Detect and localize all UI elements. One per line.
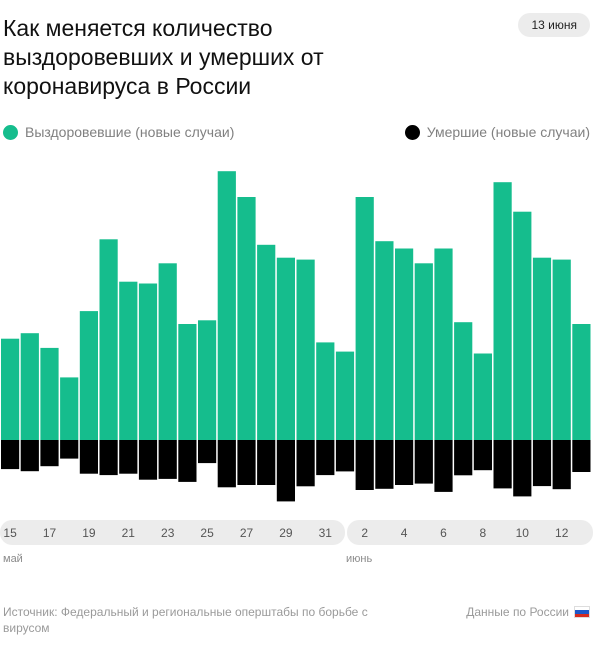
month-label-june: июнь	[346, 553, 372, 565]
x-tick-label: 8	[480, 526, 487, 540]
recovered-bar	[60, 377, 79, 440]
recovered-bar	[99, 239, 118, 440]
deaths-bar	[1, 440, 20, 470]
deaths-bar	[395, 440, 414, 485]
recovered-bar	[276, 257, 295, 440]
recovered-bar	[434, 248, 453, 440]
x-tick-label: 23	[161, 526, 175, 540]
deaths-bar	[572, 440, 591, 472]
recovered-bar	[493, 182, 512, 440]
recovered-bar	[335, 351, 355, 440]
deaths-bar	[158, 440, 177, 479]
x-tick-label: 31	[319, 526, 333, 540]
deaths-bar	[217, 440, 236, 488]
date-badge: 13 июня	[518, 13, 590, 37]
recovered-dot-icon	[3, 124, 18, 140]
deaths-bar	[40, 440, 59, 467]
recovered-bar	[257, 244, 276, 440]
deaths-bar	[434, 440, 453, 492]
x-tick-label: 12	[555, 526, 569, 540]
x-tick-label: 27	[240, 526, 254, 540]
x-tick-label: 21	[122, 526, 136, 540]
x-tick-label: 10	[516, 526, 530, 540]
recovered-bar	[532, 257, 552, 440]
recovered-bar	[178, 324, 197, 440]
recovered-bar	[395, 248, 414, 440]
deaths-bar	[20, 440, 39, 472]
legend-recovered-label: Выздоровевшие (новые случаи)	[25, 124, 235, 140]
deaths-bar	[335, 440, 355, 472]
deaths-dot-icon	[404, 124, 420, 140]
deaths-bar	[178, 440, 197, 482]
deaths-bar	[552, 440, 571, 490]
x-tick-label: 4	[401, 526, 408, 540]
x-tick-label: 29	[279, 526, 293, 540]
x-tick-label: 19	[82, 526, 96, 540]
russia-flag-icon	[574, 606, 590, 618]
deaths-bar	[198, 440, 217, 464]
x-tick-label: 15	[3, 526, 17, 540]
deaths-bar	[532, 440, 552, 487]
deaths-bar	[296, 440, 315, 487]
chart-title: Как меняется количество выздоровевших и …	[3, 15, 324, 99]
deaths-bar	[119, 440, 138, 474]
recovered-bar	[237, 197, 256, 440]
recovered-bar	[375, 241, 394, 440]
deaths-bar	[60, 440, 79, 459]
recovered-bar	[40, 347, 59, 440]
deaths-bar	[138, 440, 158, 480]
deaths-bar	[355, 440, 374, 490]
recovered-bar	[513, 211, 532, 440]
recovered-bar	[119, 281, 138, 440]
x-tick-label: 2	[361, 526, 368, 540]
source-note: Источник: Федеральный и региональные опе…	[3, 605, 368, 635]
deaths-bar	[237, 440, 256, 485]
recovered-bar	[1, 338, 20, 440]
recovered-bar	[414, 263, 433, 440]
deaths-bar	[493, 440, 512, 489]
recovered-bar	[316, 342, 335, 440]
deaths-bar	[276, 440, 295, 502]
deaths-bar	[513, 440, 532, 497]
axis-band-june	[347, 520, 593, 545]
axis-band-may	[0, 520, 345, 545]
recovered-bar	[79, 311, 98, 440]
recovered-bar	[454, 322, 473, 440]
deaths-bar	[316, 440, 335, 476]
data-region: Данные по России	[466, 604, 590, 620]
legend-recovered: Выздоровевшие (новые случаи)	[3, 124, 234, 140]
month-label-may: май	[3, 553, 23, 565]
x-tick-label: 17	[43, 526, 57, 540]
recovered-bar	[473, 353, 492, 440]
x-tick-label: 25	[200, 526, 214, 540]
recovered-bar	[572, 324, 591, 440]
recovered-bar	[355, 197, 374, 440]
recovered-bar	[198, 320, 217, 440]
x-tick-label: 6	[440, 526, 447, 540]
deaths-bar	[79, 440, 98, 474]
legend-deaths-label: Умершие (новые случаи)	[426, 124, 590, 140]
deaths-bar	[454, 440, 473, 476]
deaths-bar	[99, 440, 118, 476]
recovered-bar	[217, 171, 236, 440]
recovered-bar	[158, 263, 177, 440]
data-region-label: Данные по России	[466, 605, 569, 619]
legend-deaths: Умершие (новые случаи)	[404, 124, 590, 140]
deaths-bar	[473, 440, 492, 471]
recovered-bar	[296, 259, 315, 440]
deaths-bar	[257, 440, 276, 485]
deaths-bar	[414, 440, 433, 484]
deaths-bar	[375, 440, 394, 489]
bar-chart: 15 17 19 21 23 25 27 29 31 2 4 6 8 10 12 май июнь	[0, 171, 593, 565]
recovered-bar	[20, 333, 39, 440]
recovered-bar	[552, 259, 571, 440]
recovered-bar	[138, 283, 158, 440]
